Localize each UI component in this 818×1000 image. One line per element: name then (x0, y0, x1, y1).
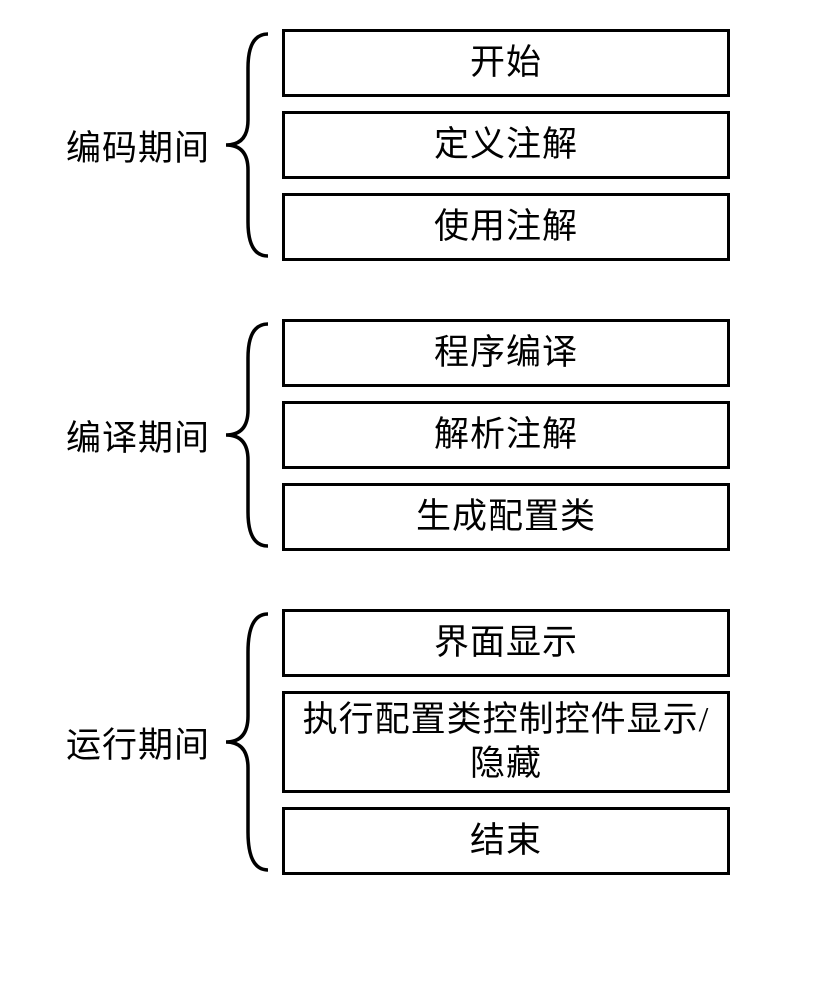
phase-diagram: 编码期间 开始 定义注解 使用注解 编译期间 程序编译 解析注解 生成配置类 运… (58, 28, 778, 876)
step-label: 开始 (470, 41, 542, 85)
step-label: 生成配置类 (416, 495, 596, 539)
boxes-compile: 程序编译 解析注解 生成配置类 (282, 319, 778, 551)
phase-label-coding: 编码期间 (58, 120, 218, 171)
brace-icon (218, 608, 274, 876)
step-label: 执行配置类控制控件显示/隐藏 (295, 698, 717, 786)
phase-group-runtime: 运行期间 界面显示 执行配置类控制控件显示/隐藏 结束 (58, 608, 778, 876)
step-label: 程序编译 (434, 331, 578, 375)
step-box: 结束 (282, 807, 730, 875)
phase-group-compile: 编译期间 程序编译 解析注解 生成配置类 (58, 318, 778, 552)
step-box: 使用注解 (282, 193, 730, 261)
step-box: 界面显示 (282, 609, 730, 677)
phase-label-compile: 编译期间 (58, 410, 218, 461)
step-box: 解析注解 (282, 401, 730, 469)
step-box: 开始 (282, 29, 730, 97)
step-label: 结束 (470, 819, 542, 863)
step-box: 程序编译 (282, 319, 730, 387)
boxes-runtime: 界面显示 执行配置类控制控件显示/隐藏 结束 (282, 609, 778, 875)
brace-icon (218, 318, 274, 552)
step-label: 解析注解 (434, 413, 578, 457)
step-box: 定义注解 (282, 111, 730, 179)
step-box: 生成配置类 (282, 483, 730, 551)
boxes-coding: 开始 定义注解 使用注解 (282, 29, 778, 261)
phase-label-runtime: 运行期间 (58, 717, 218, 768)
step-label: 界面显示 (434, 621, 578, 665)
brace-icon (218, 28, 274, 262)
step-label: 使用注解 (434, 205, 578, 249)
step-box: 执行配置类控制控件显示/隐藏 (282, 691, 730, 793)
phase-group-coding: 编码期间 开始 定义注解 使用注解 (58, 28, 778, 262)
step-label: 定义注解 (434, 123, 578, 167)
